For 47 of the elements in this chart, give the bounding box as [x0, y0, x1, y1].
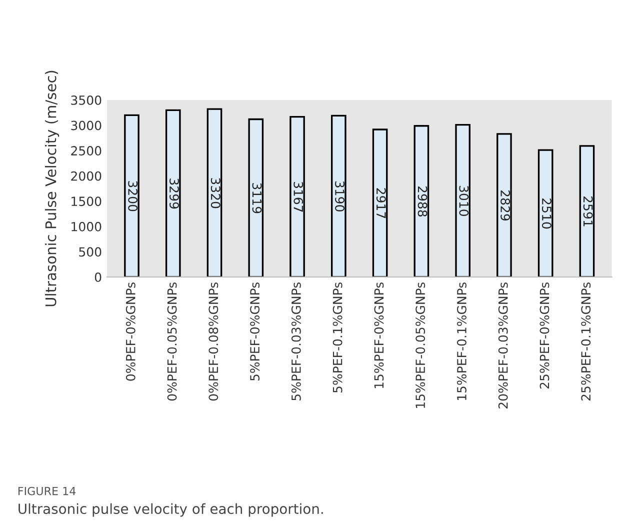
x-tick-label: 5%PEF-0.03%GNPs [291, 282, 301, 400]
bar [290, 116, 305, 277]
y-tick-label: 2500 [71, 146, 102, 156]
bar [579, 145, 595, 277]
data-label: 3119 [252, 183, 262, 214]
data-label: 3190 [335, 181, 344, 212]
y-tick-label: 500 [79, 247, 102, 257]
caption: FIGURE 14 [18, 486, 76, 496]
data-label: 2917 [376, 188, 386, 218]
bar [206, 108, 222, 277]
y-axis-title: Ultrasonic Pulse Velocity (m/sec) [45, 70, 60, 306]
bar [165, 109, 181, 277]
data-label: 2829 [500, 190, 510, 220]
text: Ultrasonic pulse velocity of each proportion. [18, 503, 323, 517]
y-tick-label: 3000 [71, 120, 102, 130]
x-tick-label: 5%PEF-0.1%GNPs [332, 282, 342, 392]
y-tick-label: 1500 [72, 196, 102, 206]
bar [414, 125, 430, 277]
bar [248, 118, 264, 277]
data-label: 2510 [542, 198, 552, 229]
data-label: 3167 [294, 182, 304, 212]
y-tick-label: 2000 [71, 171, 102, 181]
x-tick-label: 15%PEF-0.05%GNPs [416, 282, 426, 408]
x-tick-label: 25%PEF-0.1%GNPs [581, 282, 591, 400]
y-tick-label: 0 [94, 272, 102, 282]
x-tick-label: 0%PEF-0%GNPs [126, 282, 136, 381]
bar [372, 128, 388, 277]
x-tick-label: 15%PEF-0.1%GNPs [456, 282, 466, 400]
data-label: 3320 [210, 178, 220, 208]
bar [538, 149, 554, 277]
data-label: 2591 [583, 196, 593, 226]
bar [455, 124, 470, 277]
y-tick-label: 3500 [71, 95, 102, 105]
y-tick-label: 1000 [72, 222, 102, 232]
x-tick-label: 5%PEF-0%GNPs [250, 282, 260, 381]
x-tick-label: 15%PEF-0%GNPs [374, 282, 384, 388]
x-tick-label: 0%PEF-0.05%GNPs [167, 282, 177, 401]
x-tick-label: 0%PEF-0.08%GNPs [208, 282, 218, 401]
bar [330, 114, 346, 277]
x-tick-label: 25%PEF-0%GNPs [540, 282, 550, 389]
data-label: 2988 [418, 186, 428, 216]
data-label: 3010 [459, 186, 469, 216]
x-tick-label: 20%PEF-0.03%GNPs [498, 282, 508, 408]
data-label: 3299 [169, 178, 179, 209]
bar [124, 114, 140, 277]
bar [496, 133, 512, 277]
data-label: 3200 [128, 181, 138, 212]
